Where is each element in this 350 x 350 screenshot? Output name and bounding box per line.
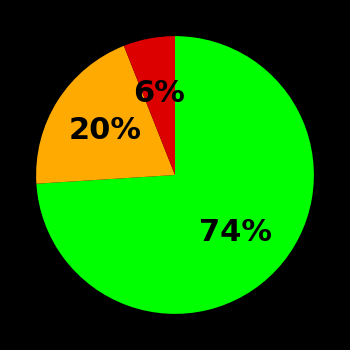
- Text: 74%: 74%: [199, 218, 272, 246]
- Text: 6%: 6%: [133, 79, 185, 108]
- Wedge shape: [124, 36, 175, 175]
- Wedge shape: [36, 36, 314, 314]
- Wedge shape: [36, 46, 175, 184]
- Text: 20%: 20%: [68, 116, 141, 145]
